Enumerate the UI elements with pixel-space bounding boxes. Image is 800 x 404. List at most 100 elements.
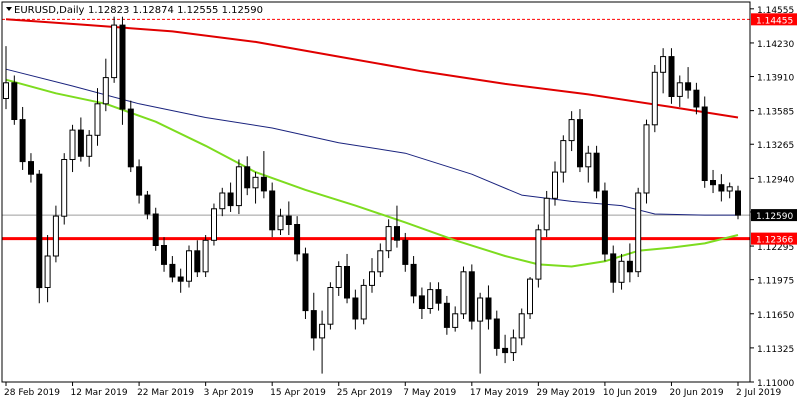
candle-body <box>535 229 542 280</box>
plot-frame <box>1 1 751 383</box>
y-tick-label: 1.11000 <box>757 379 794 389</box>
candle <box>410 256 417 304</box>
candle <box>136 159 143 204</box>
candle-body <box>344 266 350 299</box>
y-tick-label: 1.14555 <box>757 6 794 16</box>
candle <box>585 145 592 183</box>
candle <box>377 243 384 278</box>
candle <box>327 282 334 330</box>
candle <box>735 185 741 220</box>
candle <box>44 235 51 303</box>
candle-body <box>19 119 26 163</box>
candle <box>61 153 68 225</box>
candle-body <box>177 276 184 282</box>
x-tick-label: 2 Jul 2019 <box>736 388 781 398</box>
candle-body <box>119 24 126 110</box>
y-tick-label: 1.14230 <box>757 40 794 50</box>
candle-body <box>676 82 683 97</box>
candle-body <box>660 56 667 73</box>
candle-body <box>144 194 151 215</box>
candle <box>28 153 34 183</box>
candle-body <box>186 250 192 282</box>
candle <box>144 190 151 220</box>
candle-body <box>369 271 375 286</box>
y-tick-label: 1.11325 <box>757 345 794 355</box>
level-price-label-bg <box>751 13 797 26</box>
y-tick-label: 1.12295 <box>757 243 794 253</box>
candle <box>593 145 600 199</box>
candle <box>252 172 259 204</box>
candle-body <box>577 119 583 168</box>
candle-body <box>219 192 226 210</box>
candle <box>527 277 533 320</box>
candle-body <box>327 287 334 325</box>
candle-body <box>668 56 675 97</box>
candle <box>169 256 176 283</box>
x-tick-label: 7 May 2019 <box>403 388 456 398</box>
candle-body <box>194 250 201 273</box>
candle <box>294 216 301 262</box>
candle <box>635 187 642 278</box>
candle-body <box>693 89 700 108</box>
candle <box>435 282 442 311</box>
candle-body <box>477 297 484 322</box>
candle <box>668 48 675 104</box>
candle <box>302 247 309 320</box>
moving-averages <box>5 18 739 268</box>
caret-down-icon[interactable] <box>6 7 12 11</box>
candle <box>710 169 716 194</box>
y-tick-label: 1.11975 <box>757 277 794 287</box>
candle <box>726 182 733 199</box>
candle-body <box>260 176 267 192</box>
price-labels: 1.14455 1.12366 1.12590 <box>751 13 797 246</box>
x-tick-label: 25 Apr 2019 <box>337 388 393 398</box>
candle-body <box>269 190 276 231</box>
ma-navy-line <box>5 68 738 216</box>
candle-body <box>152 213 159 246</box>
y-tick-label: 1.13910 <box>757 74 794 84</box>
candle-body <box>352 297 359 320</box>
candle-body <box>277 215 284 231</box>
candle <box>626 243 633 283</box>
candle <box>152 207 159 251</box>
candle-body <box>44 255 51 288</box>
candle-body <box>635 192 642 273</box>
candle <box>86 130 93 167</box>
candle-body <box>427 289 434 310</box>
candle-body <box>593 152 600 192</box>
candle <box>77 117 84 162</box>
candle <box>510 329 517 362</box>
candle <box>161 237 167 272</box>
candle-body <box>626 260 633 273</box>
candle-body <box>86 134 93 157</box>
candle <box>493 310 500 356</box>
candle <box>477 292 484 374</box>
candle <box>452 306 459 332</box>
candle-body <box>460 271 467 315</box>
candle <box>360 279 367 325</box>
y-tick-label: 1.11650 <box>757 311 794 321</box>
candle <box>319 310 326 374</box>
candle <box>260 151 267 199</box>
candle <box>244 156 251 196</box>
candle-body <box>468 271 475 322</box>
candle-body <box>3 82 9 100</box>
candle-body <box>244 166 251 189</box>
candle-body <box>94 103 101 136</box>
candle <box>52 205 59 263</box>
candle-body <box>410 263 417 297</box>
candle <box>568 111 575 152</box>
candle <box>352 289 359 330</box>
candle-body <box>568 119 575 142</box>
candle <box>202 235 209 278</box>
candle <box>610 245 617 293</box>
ma-green-line <box>5 78 739 268</box>
candle <box>660 48 667 94</box>
candle-body <box>443 302 450 328</box>
candle <box>11 75 18 125</box>
candle-body <box>710 180 716 186</box>
current-price-label: 1.12590 <box>756 212 793 222</box>
candle <box>418 287 425 320</box>
candle-body <box>485 297 492 320</box>
